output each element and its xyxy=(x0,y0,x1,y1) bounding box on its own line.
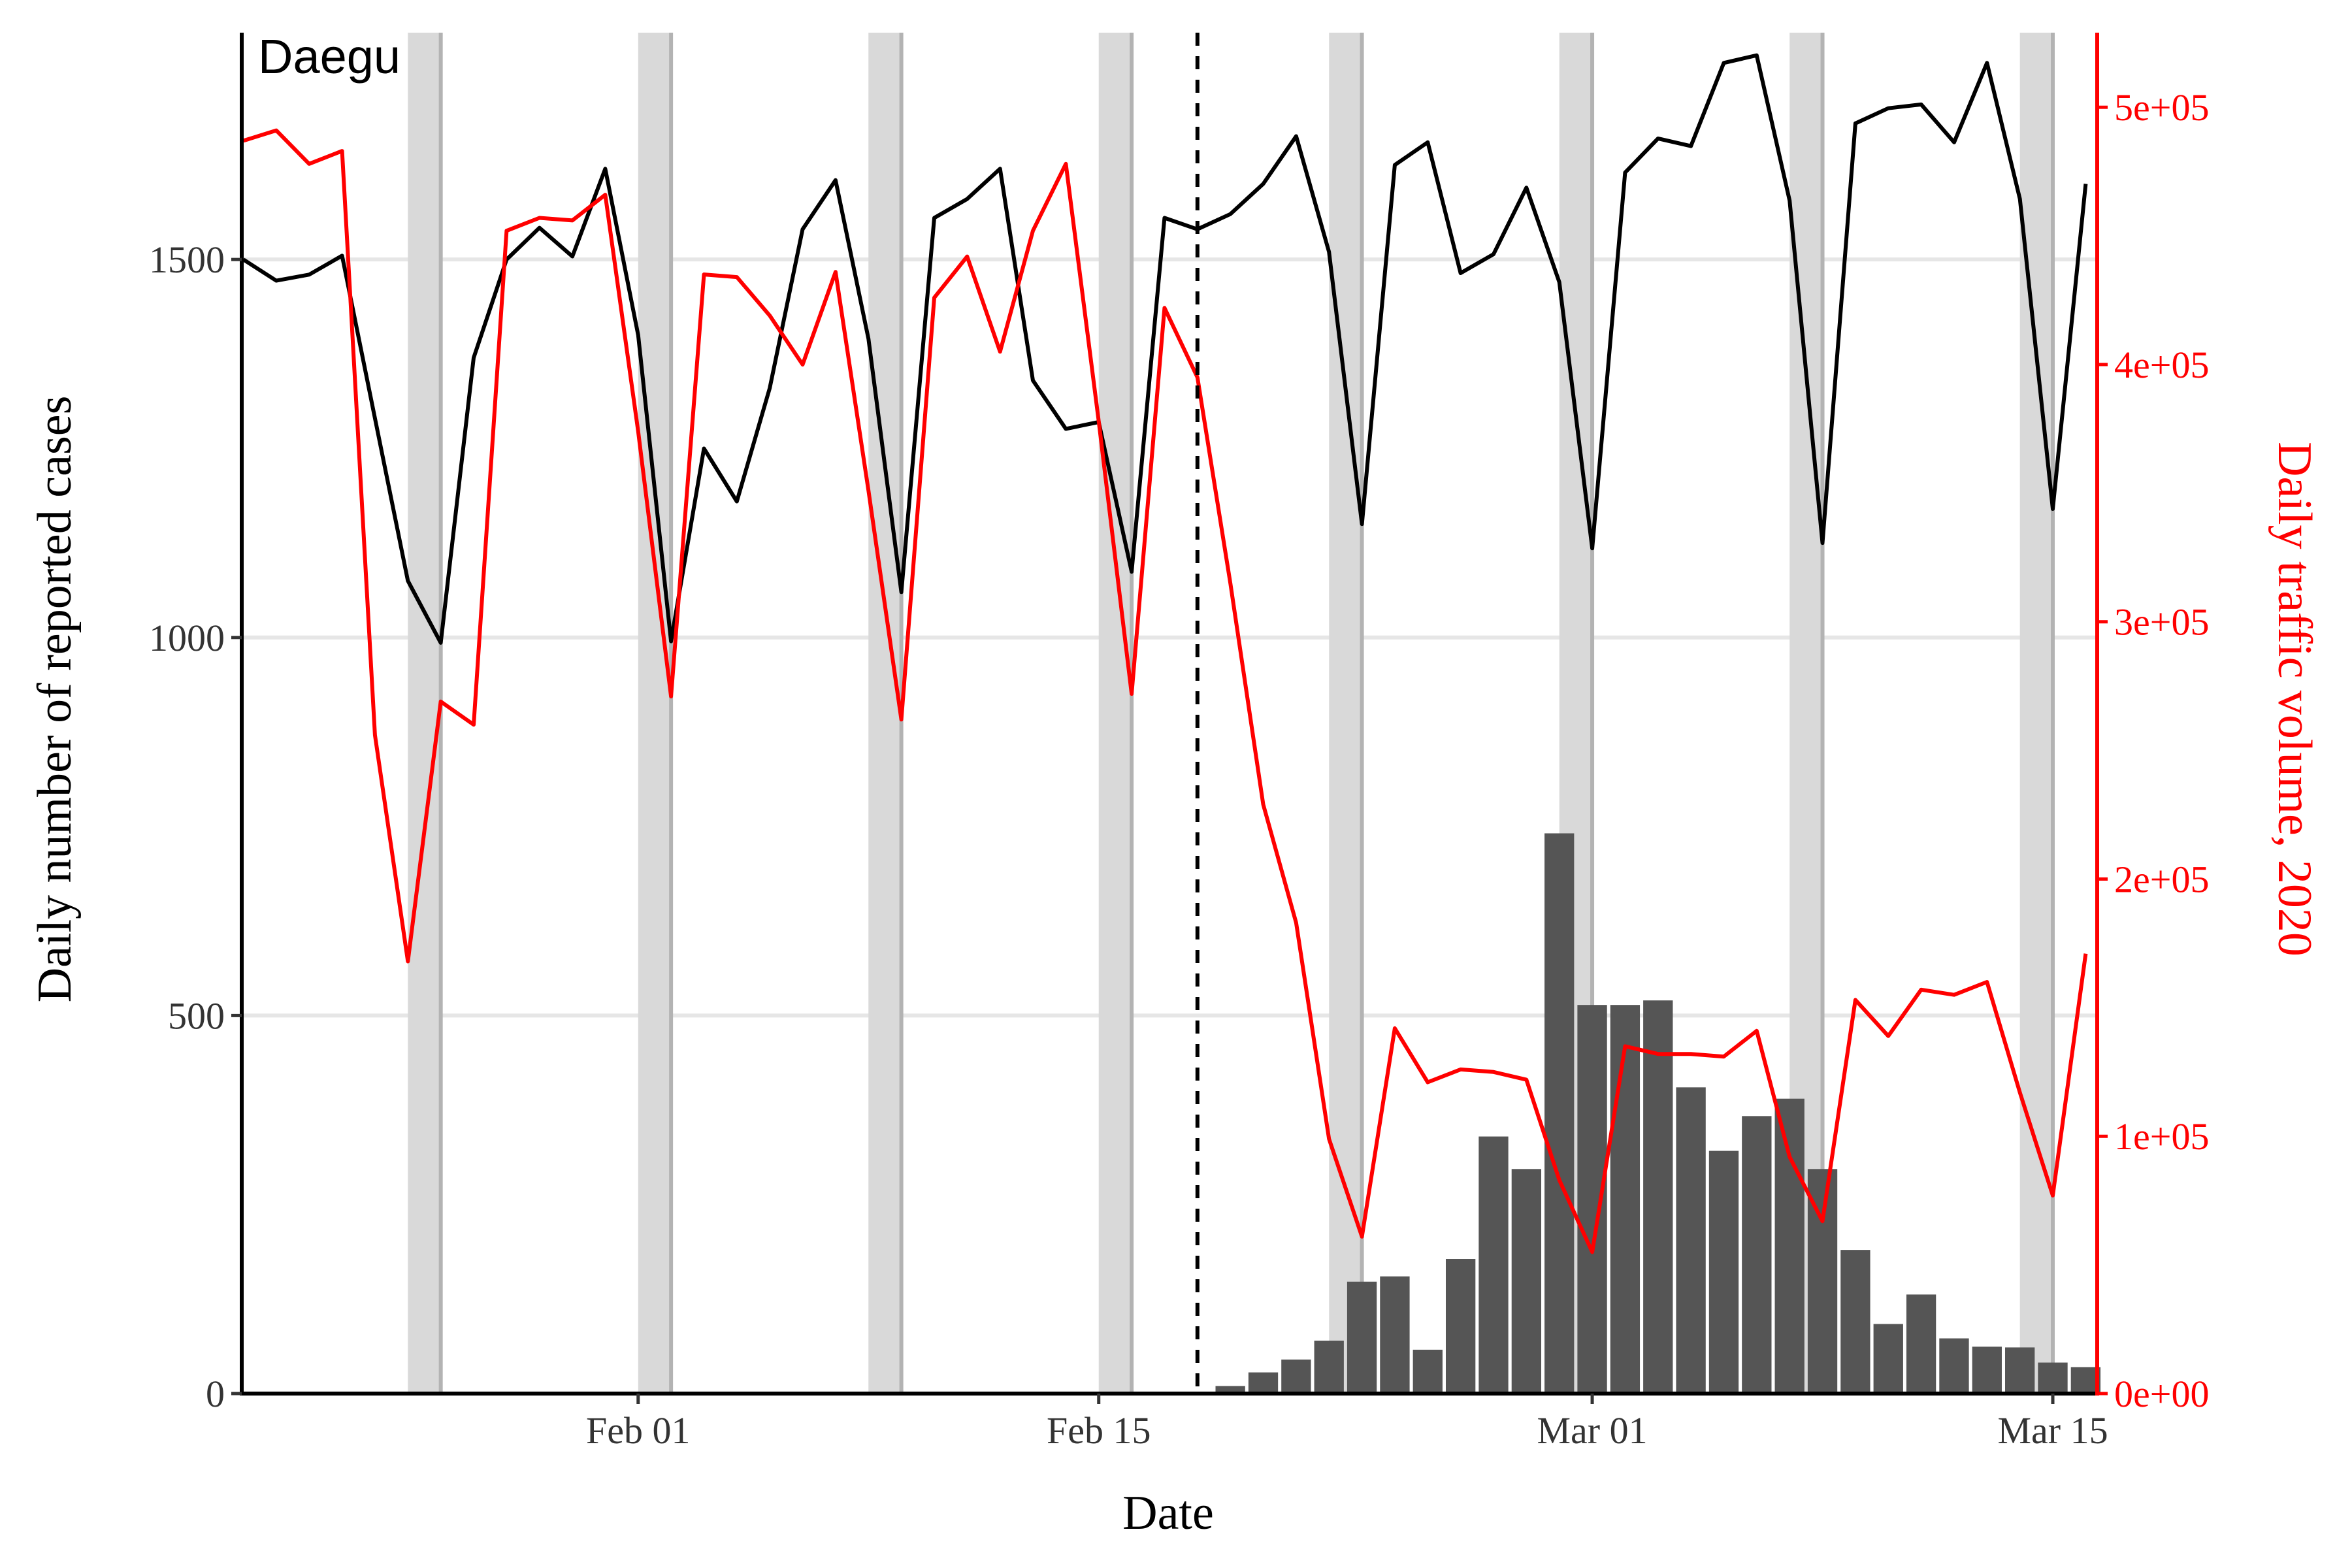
y-right-tick-label: 0e+00 xyxy=(2114,1373,2209,1415)
x-axis-title: Date xyxy=(1122,1486,1214,1540)
y-right-tick-label: 4e+05 xyxy=(2114,344,2209,386)
case-bar xyxy=(1972,1347,2002,1394)
x-tick-label: Mar 01 xyxy=(1537,1409,1647,1452)
weekend-shade xyxy=(1329,33,1362,1394)
weekend-shade xyxy=(868,33,902,1394)
x-tick-label: Feb 01 xyxy=(586,1409,691,1452)
case-bar xyxy=(1939,1338,1969,1394)
weekend-shading xyxy=(408,33,2055,1394)
case-bar xyxy=(1676,1087,1706,1394)
y-left-tick-label: 0 xyxy=(206,1373,225,1415)
case-bar xyxy=(1413,1349,1443,1394)
x-tick-label: Feb 15 xyxy=(1047,1409,1151,1452)
case-bar xyxy=(1643,1000,1673,1394)
x-tick-label: Mar 15 xyxy=(1997,1409,2108,1452)
series-line-left xyxy=(242,53,2088,645)
y-left-tick-label: 1000 xyxy=(149,617,225,659)
case-bar xyxy=(1215,1386,1245,1394)
y-left-tick-label: 1500 xyxy=(149,238,225,281)
y-axis-left-title: Daily number of reported cases xyxy=(28,396,82,1003)
case-bar xyxy=(1708,1151,1739,1394)
y-axis-right-title: Daily traffic volume, 2020 xyxy=(2268,442,2321,956)
axis-ticks: 0 500 1000 1500 0e+00 1e+05 2e+05 3e+05 4e+05 5e+… xyxy=(149,86,2209,1452)
series-lines xyxy=(242,53,2088,1254)
case-bar xyxy=(1314,1340,1344,1394)
y-left-tick-label: 500 xyxy=(168,994,225,1037)
weekend-shade xyxy=(638,33,672,1394)
y-right-tick-label: 2e+05 xyxy=(2114,858,2209,900)
grid-lines xyxy=(242,257,2097,1018)
weekend-shade xyxy=(408,33,441,1394)
case-bar xyxy=(1610,1005,1641,1394)
case-bar xyxy=(1840,1250,1870,1394)
y-right-tick-label: 5e+05 xyxy=(2114,86,2209,129)
panel-label: Daegu xyxy=(258,29,400,84)
case-bar xyxy=(1873,1324,1903,1394)
y-right-tick-label: 3e+05 xyxy=(2114,601,2209,644)
case-bar xyxy=(1380,1276,1410,1394)
case-bar xyxy=(1742,1116,1772,1394)
case-bar xyxy=(1248,1372,1279,1394)
case-bar xyxy=(1807,1169,1838,1394)
case-bar xyxy=(1478,1136,1509,1394)
case-bar xyxy=(2005,1347,2035,1394)
series-line-right xyxy=(242,128,2088,1254)
case-bar xyxy=(2038,1362,2068,1394)
case-bar xyxy=(1544,833,1575,1394)
case-bar xyxy=(1347,1281,1377,1394)
weekend-shade xyxy=(1098,33,1132,1394)
y-right-tick-label: 1e+05 xyxy=(2114,1115,2209,1158)
case-bar xyxy=(1774,1098,1805,1394)
case-bar xyxy=(1445,1259,1476,1394)
case-bar xyxy=(1281,1359,1311,1394)
case-bar xyxy=(1511,1169,1542,1394)
case-bar xyxy=(1906,1294,1936,1394)
